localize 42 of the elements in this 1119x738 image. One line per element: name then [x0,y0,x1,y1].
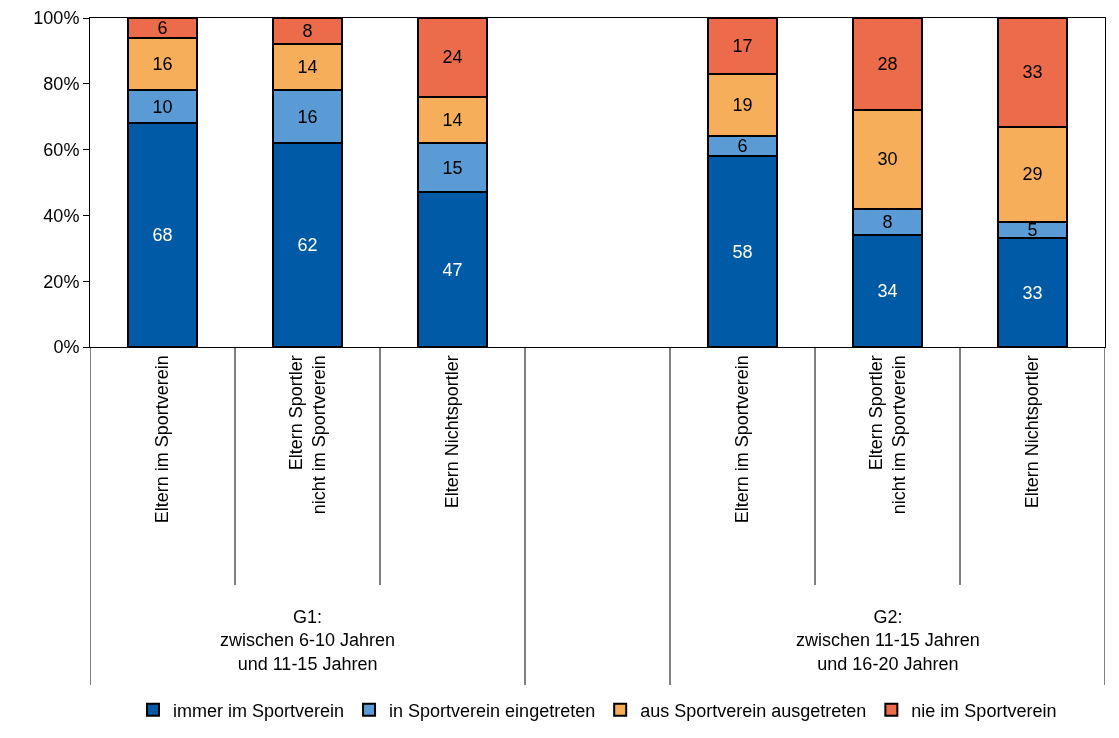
data-label: 28 [877,54,898,75]
data-label: 19 [732,95,753,116]
data-label: 14 [442,109,463,130]
data-label: 29 [1022,164,1043,185]
x-tick-label: Eltern Nichtsportler [1022,355,1043,509]
legend-label: aus Sportverein ausgetreten [640,700,867,721]
data-label: 16 [297,106,318,127]
data-label: 47 [442,259,463,280]
y-tick-label: 40% [43,205,80,226]
data-label: 33 [1022,282,1043,303]
x-tick-label: Eltern Nichtsportler [442,355,463,509]
data-label: 58 [732,241,753,262]
legend-label: immer im Sportverein [173,700,345,721]
y-tick-label: 0% [53,337,80,358]
data-label: 15 [442,157,463,178]
data-label: 8 [302,21,313,42]
x-tick-label: Eltern Sportler nicht im Sportverein [285,355,330,515]
x-tick-label: Eltern im Sportverein [732,355,753,524]
y-tick-label: 80% [43,74,80,95]
data-label: 6 [157,17,168,38]
data-label: 6 [737,136,748,157]
text: G2: zwischen 11-15 Jahren und 16-20 Jahren [796,607,980,674]
y-tick-label: 100% [33,8,80,29]
data-label: 17 [732,35,753,56]
y-tick-label: 60% [43,139,80,160]
data-label: 34 [877,281,898,302]
data-label: 33 [1022,62,1043,83]
x-tick-label: Eltern Sportler nicht im Sportverein [865,355,910,515]
data-label: 16 [152,54,173,75]
data-label: 8 [882,211,893,232]
data-label: 14 [297,57,318,78]
y-tick-label: 20% [43,271,80,292]
data-label: 68 [152,225,173,246]
data-label: 24 [442,47,463,68]
legend-label: nie im Sportverein [911,700,1057,721]
data-label: 10 [152,96,173,117]
data-label: 62 [297,235,318,256]
legend-label: in Sportverein eingetreten [389,700,596,721]
data-label: 5 [1027,220,1038,241]
x-tick-label: Eltern im Sportverein [152,355,173,524]
data-label: 30 [877,149,898,170]
text: G1: zwischen 6-10 Jahren und 11-15 Jahren [220,607,396,674]
